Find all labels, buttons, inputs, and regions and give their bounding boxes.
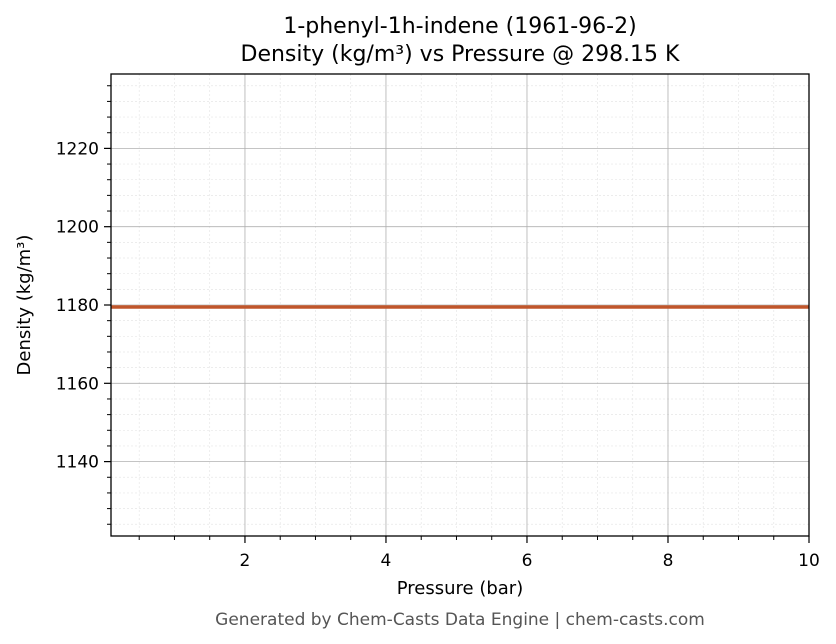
footer-credit: Generated by Chem-Casts Data Engine | ch…	[215, 610, 705, 630]
y-axis-label: Density (kg/m³)	[14, 235, 35, 376]
y-tick-label: 1220	[56, 139, 99, 159]
x-tick-label: 8	[663, 551, 674, 571]
y-tick-label: 1180	[56, 296, 99, 316]
plot-frame	[110, 73, 810, 537]
y-tick-label: 1160	[56, 374, 99, 394]
y-tick-label: 1140	[56, 453, 99, 473]
chart-title: 1-phenyl-1h-indene (1961-96-2)	[283, 14, 636, 39]
x-tick-label: 10	[798, 551, 820, 571]
axis-ticks: 2 4 6 8 10 1140 1160 1180 1200 1220	[56, 85, 820, 571]
chart-subtitle: Density (kg/m³) vs Pressure @ 298.15 K	[241, 42, 681, 67]
x-axis-label: Pressure (bar)	[397, 578, 523, 599]
x-tick-label: 4	[381, 551, 392, 571]
x-tick-label: 6	[522, 551, 533, 571]
minor-grid	[111, 74, 809, 536]
y-tick-label: 1200	[56, 218, 99, 238]
x-tick-label: 2	[240, 551, 251, 571]
major-grid	[111, 74, 810, 536]
